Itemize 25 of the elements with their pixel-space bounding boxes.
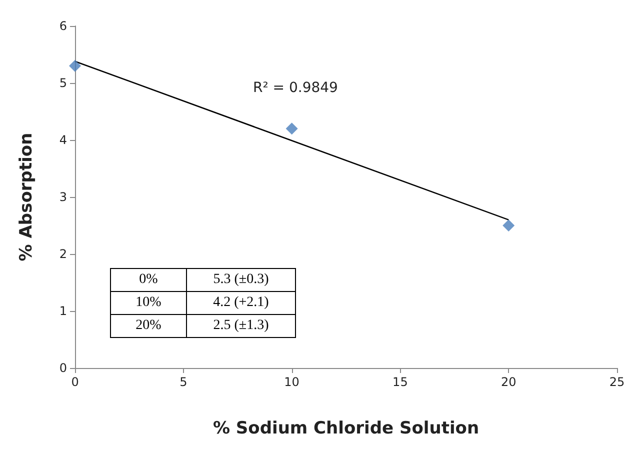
x-tick-label: 0 (71, 375, 79, 389)
x-tick-label: 20 (500, 375, 516, 389)
annotation: 10% (110, 292, 186, 314)
annotation: R² = 0.9849 (253, 80, 338, 96)
annotation: 20% (110, 314, 186, 338)
x-tick-label: 15 (392, 375, 408, 389)
y-tick-label: 6 (59, 19, 67, 33)
y-axis-title: % Absorption (16, 132, 36, 262)
point (69, 60, 81, 72)
annotation: 4.2 (+2.1) (186, 292, 296, 314)
x-tick-label: 25 (609, 375, 625, 389)
x-axis-title: % Sodium Chloride Solution (212, 418, 480, 438)
y-tick-label: 0 (59, 361, 67, 375)
y-tick-label: 4 (59, 133, 67, 147)
point (502, 220, 515, 232)
x-tick-label: 10 (284, 375, 300, 389)
point (286, 122, 298, 135)
y-tick-label: 5 (59, 76, 67, 90)
y-tick-label: 1 (59, 304, 67, 318)
annotation: 0% (110, 268, 186, 292)
annotation: 5.3 (±0.3) (186, 268, 296, 292)
annotation: 2.5 (±1.3) (186, 314, 296, 338)
y-tick-label: 3 (59, 190, 67, 204)
x-tick-label: 5 (180, 375, 188, 389)
y-tick-label: 2 (59, 247, 67, 261)
